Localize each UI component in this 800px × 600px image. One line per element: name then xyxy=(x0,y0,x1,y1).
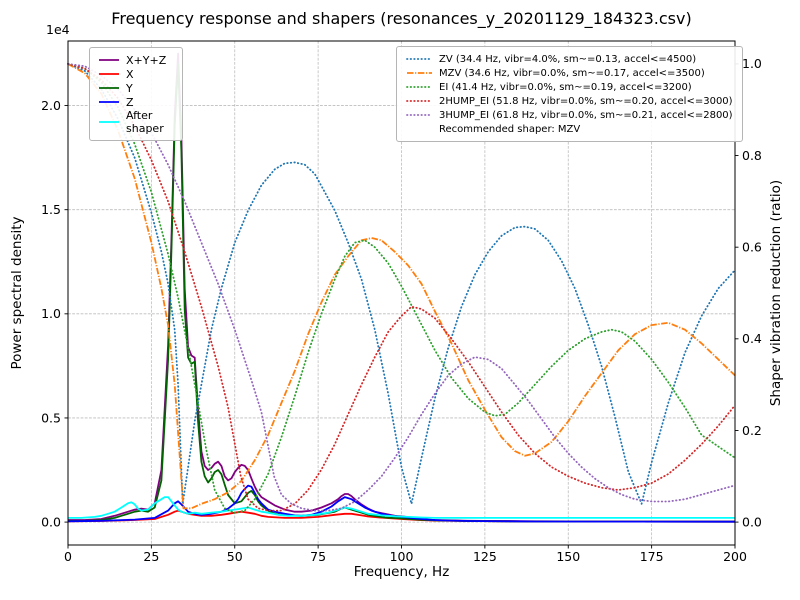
axes-border xyxy=(67,40,736,546)
psd-line-z xyxy=(67,484,736,523)
legend-label: X+Y+Z xyxy=(126,53,167,67)
legend-line-sample xyxy=(99,101,119,103)
legend-label: Z xyxy=(126,95,134,109)
y-left-tick-label: 2.0 xyxy=(41,98,61,113)
x-tick-label: 25 xyxy=(143,549,159,564)
legend-line-sample xyxy=(99,87,119,89)
legend-item-after-shaper: After shaper xyxy=(98,109,174,135)
y-left-tick-label: 0.0 xyxy=(41,514,61,529)
legend-label: After shaper xyxy=(126,109,164,135)
y-left-offset-label: 1e4 xyxy=(46,22,70,37)
y-right-tick-label: 0.4 xyxy=(742,331,762,346)
y-left-tick-label: 1.5 xyxy=(41,202,61,217)
legend-label: Y xyxy=(126,81,133,95)
y-right-tick-label: 0.2 xyxy=(742,423,762,438)
x-tick-label: 150 xyxy=(556,549,580,564)
legend-line-sample xyxy=(406,58,433,60)
legend-spacer xyxy=(406,129,433,130)
y-left-tick-label: 0.5 xyxy=(41,410,61,425)
x-tick-label: 125 xyxy=(473,549,497,564)
y-right-tick-label: 0.6 xyxy=(742,239,762,254)
legend-line-sample xyxy=(99,73,119,75)
y-left-tick-label: 1.0 xyxy=(41,306,61,321)
x-axis-label: Frequency, Hz xyxy=(353,564,450,580)
legend-label: ZV (34.4 Hz, vibr=4.0%, sm~=0.13, accel<… xyxy=(439,53,697,65)
legend-item-3hump_ei: 3HUMP_EI (61.8 Hz, vibr=0.0%, sm~=0.21, … xyxy=(406,108,733,122)
shaper-line-mzv xyxy=(67,63,736,510)
legend-item-x+y+z: X+Y+Z xyxy=(98,53,174,67)
y-right-tick-label: 0.0 xyxy=(742,514,762,529)
legend-label: EI (41.4 Hz, vibr=0.0%, sm~=0.19, accel<… xyxy=(439,81,692,93)
x-tick-label: 0 xyxy=(64,549,72,564)
legend-label: 2HUMP_EI (51.8 Hz, vibr=0.0%, sm~=0.20, … xyxy=(439,95,733,107)
x-tick-label: 100 xyxy=(390,549,414,564)
recommended-shaper-note: Recommended shaper: MZV xyxy=(406,122,733,136)
x-tick-label: 75 xyxy=(310,549,326,564)
x-tick-label: 50 xyxy=(227,549,243,564)
legend-item-y: Y xyxy=(98,81,174,95)
legend-line-sample xyxy=(99,59,119,61)
legend-item-2hump_ei: 2HUMP_EI (51.8 Hz, vibr=0.0%, sm~=0.20, … xyxy=(406,94,733,108)
chart-title: Frequency response and shapers (resonanc… xyxy=(111,9,692,28)
legend-item-zv: ZV (34.4 Hz, vibr=4.0%, sm~=0.13, accel<… xyxy=(406,52,733,66)
legend-item-z: Z xyxy=(98,95,174,109)
shaper-line-3hump_ei xyxy=(67,63,736,512)
legend-label: X xyxy=(126,67,134,81)
legend-line-sample xyxy=(406,100,433,102)
legend-line-sample xyxy=(406,114,433,116)
legend-label: MZV (34.6 Hz, vibr=0.0%, sm~=0.17, accel… xyxy=(439,67,705,79)
legend-item-mzv: MZV (34.6 Hz, vibr=0.0%, sm~=0.17, accel… xyxy=(406,66,733,80)
shaper-line-zv xyxy=(67,63,736,505)
legend-item-x: X xyxy=(98,67,174,81)
legend-line-sample xyxy=(406,86,433,88)
legend-line-sample xyxy=(407,72,432,74)
legend-right: ZV (34.4 Hz, vibr=4.0%, sm~=0.13, accel<… xyxy=(396,46,743,142)
x-tick-label: 175 xyxy=(640,549,664,564)
legend-left: X+Y+Z X Y Z After shaper xyxy=(89,47,183,141)
y-right-tick-label: 1.0 xyxy=(742,56,762,71)
legend-label: 3HUMP_EI (61.8 Hz, vibr=0.0%, sm~=0.21, … xyxy=(439,109,733,121)
x-tick-label: 200 xyxy=(723,549,747,564)
legend-label: Recommended shaper: MZV xyxy=(439,123,581,135)
legend-line-sample xyxy=(99,121,119,123)
y-right-tick-label: 0.8 xyxy=(742,148,762,163)
legend-item-ei: EI (41.4 Hz, vibr=0.0%, sm~=0.19, accel<… xyxy=(406,80,733,94)
